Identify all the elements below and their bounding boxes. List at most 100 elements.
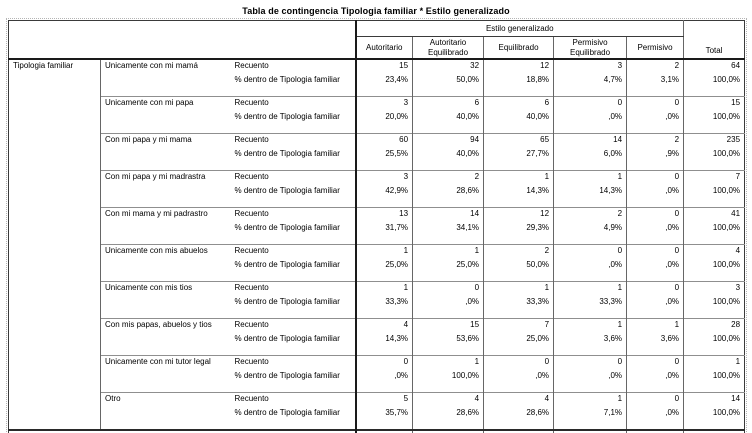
cell-count: 0 xyxy=(626,244,684,259)
cell-pct: 40,0% xyxy=(412,148,484,171)
cell-count-total: 235 xyxy=(683,133,745,148)
stat-label-count: Recuento xyxy=(230,96,356,111)
family-type-label: Con mi papa y mi madrastra xyxy=(100,170,231,208)
cell-count: 0 xyxy=(626,96,684,111)
cell-count: 0 xyxy=(626,355,684,370)
cell-count: 7 xyxy=(483,318,554,333)
cell-count: 0 xyxy=(354,355,413,370)
cell-pct-total: 100,0% xyxy=(683,296,745,319)
stat-label-pct: % dentro de Tipologia familiar xyxy=(234,112,340,121)
cell-pct: ,0% xyxy=(553,259,627,282)
cell-count: 12 xyxy=(483,59,554,74)
cell-pct: 29,3% xyxy=(483,222,554,245)
cell-count: 1 xyxy=(553,281,627,296)
stat-label-count: Recuento xyxy=(230,244,356,259)
family-type-label: Unicamente con mis tios xyxy=(100,281,231,319)
cell-pct-total: 100,0% xyxy=(683,74,745,97)
cell-count: 0 xyxy=(483,355,554,370)
stat-label-count: Recuento xyxy=(230,392,356,407)
cell-count: 3 xyxy=(354,170,413,185)
cell-pct-total: 100,0% xyxy=(683,333,745,356)
cell-count: 0 xyxy=(553,355,627,370)
cell-count: 1 xyxy=(553,170,627,185)
stat-label-count: Recuento xyxy=(230,318,356,333)
cell-count: 6 xyxy=(483,96,554,111)
cell-pct: ,0% xyxy=(483,370,554,393)
cell-pct: ,0% xyxy=(553,370,627,393)
family-type-label: Unicamente con mi mamá xyxy=(100,59,231,97)
stat-label-pct: % dentro de Tipologia familiar xyxy=(234,408,340,417)
cell-pct: 31,7% xyxy=(354,222,413,245)
family-type-label: Otro xyxy=(100,392,231,430)
cell-pct: ,0% xyxy=(553,111,627,134)
cell-count-total: 28 xyxy=(683,318,745,333)
cell-count-total: 64 xyxy=(683,59,745,74)
cell-count: 3 xyxy=(354,96,413,111)
cell-count: 1 xyxy=(412,355,484,370)
cell-pct-total: 100,0% xyxy=(683,407,745,430)
column-group-header: Estilo generalizado xyxy=(354,20,684,37)
cell-pct-total: 100,0% xyxy=(683,185,745,208)
cell-pct: 33,3% xyxy=(553,296,627,319)
stat-label-pct: % dentro de Tipologia familiar xyxy=(234,223,340,232)
cell-count: 2 xyxy=(626,133,684,148)
cell-pct: 33,3% xyxy=(483,296,554,319)
cell-count: 1 xyxy=(483,281,554,296)
cell-count: 94 xyxy=(412,133,484,148)
cell-pct: 7,1% xyxy=(553,407,627,430)
cell-count: 13 xyxy=(354,207,413,222)
cell-pct: 23,4% xyxy=(354,74,413,97)
cell-pct: 4,9% xyxy=(553,222,627,245)
family-type-label: Con mi papa y mi mama xyxy=(100,133,231,171)
cell-pct: 25,0% xyxy=(354,259,413,282)
cell-pct: 3,1% xyxy=(626,74,684,97)
cell-pct-total: 100,0% xyxy=(683,111,745,134)
cell-pct: 14,3% xyxy=(354,333,413,356)
family-type-label: Unicamente con mi papa xyxy=(100,96,231,134)
cell-pct: 100,0% xyxy=(412,370,484,393)
cell-count: 4 xyxy=(354,318,413,333)
cell-count: 4 xyxy=(483,392,554,407)
cell-count: 2 xyxy=(483,244,554,259)
cell-pct: 35,7% xyxy=(354,407,413,430)
cell-pct: 53,6% xyxy=(412,333,484,356)
cell-pct: ,0% xyxy=(626,185,684,208)
cell-pct: 25,5% xyxy=(354,148,413,171)
cell-pct-total: 100,0% xyxy=(683,148,745,171)
cell-pct: 28,6% xyxy=(412,407,484,430)
cell-count: 2 xyxy=(626,59,684,74)
table-title: Tabla de contingencia Tipologia familiar… xyxy=(242,6,510,16)
stat-label-count: Recuento xyxy=(230,355,356,370)
cell-count-total: 4 xyxy=(683,244,745,259)
cell-count: 1 xyxy=(354,281,413,296)
column-header-permisivo-equilibrado: Permisivo Equilibrado xyxy=(553,36,627,60)
contingency-table: Estilo generalizado Total Autoritario Au… xyxy=(5,18,748,433)
stat-label-pct: % dentro de Tipologia familiar xyxy=(234,334,340,343)
cell-pct: 33,3% xyxy=(354,296,413,319)
cell-count-total: 3 xyxy=(683,281,745,296)
column-header-total: Total xyxy=(683,20,745,60)
column-header-autoritario: Autoritario xyxy=(354,36,413,60)
cell-count: 0 xyxy=(553,244,627,259)
cell-pct: 14,3% xyxy=(483,185,554,208)
stat-label-pct: % dentro de Tipologia familiar xyxy=(234,371,340,380)
stat-label-pct: % dentro de Tipologia familiar xyxy=(234,75,340,84)
family-type-label: Con mis papas, abuelos y tios xyxy=(100,318,231,356)
cell-pct: ,0% xyxy=(412,296,484,319)
cell-pct: 50,0% xyxy=(483,259,554,282)
cell-count: 1 xyxy=(483,170,554,185)
stat-label-pct: % dentro de Tipologia familiar xyxy=(234,186,340,195)
cell-count: 1 xyxy=(553,392,627,407)
cell-pct: 28,6% xyxy=(412,185,484,208)
column-header-permisivo: Permisivo xyxy=(626,36,684,60)
cell-pct-total: 100,0% xyxy=(683,370,745,393)
stat-label-count: Recuento xyxy=(230,281,356,296)
cell-count: 1 xyxy=(412,244,484,259)
family-type-label: Unicamente con mis abuelos xyxy=(100,244,231,282)
stat-label-pct: % dentro de Tipologia familiar xyxy=(234,260,340,269)
cell-pct: 3,6% xyxy=(626,333,684,356)
cell-pct: 18,8% xyxy=(483,74,554,97)
cell-count: 0 xyxy=(553,96,627,111)
cell-count: 15 xyxy=(354,59,413,74)
cell-count: 65 xyxy=(483,133,554,148)
